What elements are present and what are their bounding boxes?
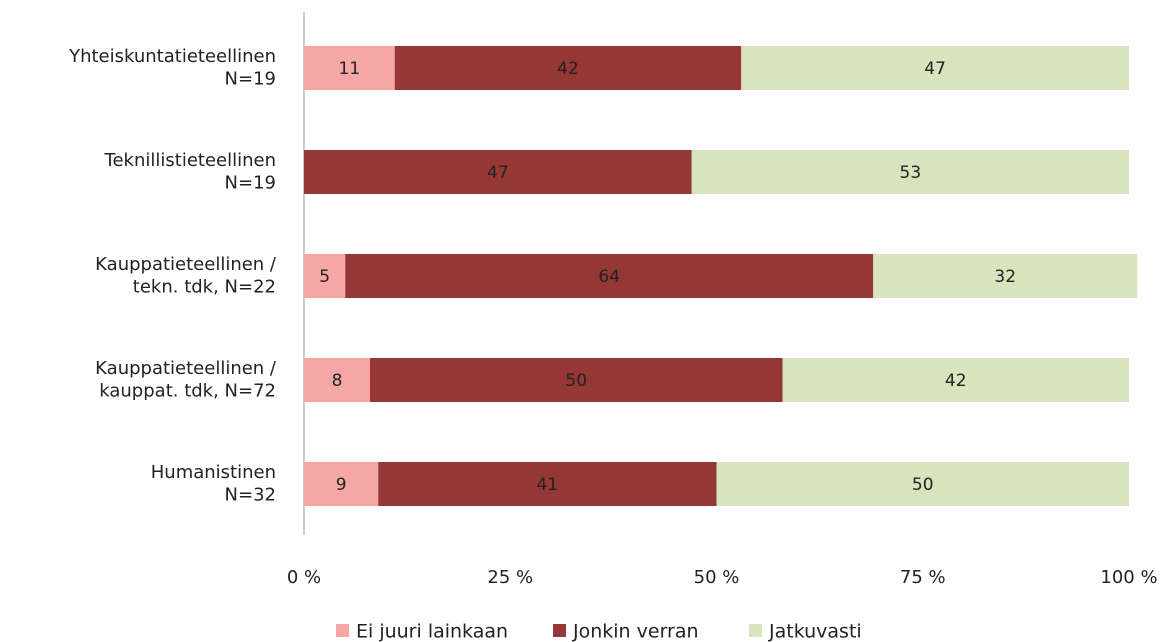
category-label-line: Teknillistieteellinen bbox=[104, 150, 276, 171]
bar-segment bbox=[716, 462, 1129, 506]
bar-segment bbox=[370, 358, 783, 402]
bar-segment bbox=[394, 46, 742, 90]
value-label: 50 bbox=[565, 371, 587, 391]
x-tick-label: 100 % bbox=[1100, 567, 1157, 588]
category-label-line: Kauppatieteellinen / bbox=[95, 358, 277, 379]
bar-segment bbox=[782, 358, 1129, 402]
value-label: 47 bbox=[487, 163, 509, 183]
category-label: Humanistinen N=32 bbox=[151, 462, 276, 506]
value-label: 47 bbox=[924, 59, 946, 79]
legend-label: Jonkin verran bbox=[572, 621, 699, 642]
legend-label: Ei juuri lainkaan bbox=[356, 621, 508, 642]
bar-segment bbox=[304, 358, 370, 402]
category-label-line: N=32 bbox=[225, 485, 276, 506]
category-label-line: tekn. tdk, N=22 bbox=[133, 277, 276, 298]
bar-segment bbox=[873, 254, 1138, 298]
bar-segment bbox=[304, 462, 379, 506]
value-label: 41 bbox=[537, 475, 559, 495]
value-label: 64 bbox=[598, 267, 620, 287]
category-label-line: N=19 bbox=[225, 69, 276, 90]
bar-segment bbox=[691, 150, 1129, 194]
value-label: 9 bbox=[336, 475, 347, 495]
value-label: 8 bbox=[332, 371, 343, 391]
legend-label: Jatkuvasti bbox=[768, 621, 862, 642]
x-tick-label: 0 % bbox=[287, 567, 321, 588]
value-label: 5 bbox=[319, 267, 330, 287]
legend-swatch bbox=[553, 624, 566, 637]
category-label-line: Yhteiskuntatieteellinen bbox=[68, 46, 276, 67]
category-label: Teknillistieteellinen N=19 bbox=[104, 150, 276, 194]
value-label: 42 bbox=[945, 371, 967, 391]
bar-segment bbox=[741, 46, 1129, 90]
bar-segment bbox=[304, 46, 395, 90]
value-label: 42 bbox=[557, 59, 579, 79]
bar-segment bbox=[378, 462, 717, 506]
legend-swatch bbox=[336, 624, 349, 637]
value-label: 32 bbox=[994, 267, 1016, 287]
x-tick-label: 75 % bbox=[900, 567, 946, 588]
legend-swatch bbox=[749, 624, 762, 637]
category-label: Yhteiskuntatieteellinen N=19 bbox=[68, 46, 276, 89]
bar-segment bbox=[304, 254, 346, 298]
category-label: Kauppatieteellinen / kauppat. tdk, N=72 bbox=[95, 358, 277, 402]
category-label-line: Kauppatieteellinen / bbox=[95, 254, 277, 275]
value-label: 11 bbox=[339, 59, 361, 79]
category-label: Kauppatieteellinen / tekn. tdk, N=22 bbox=[95, 254, 277, 298]
x-tick-label: 25 % bbox=[487, 567, 533, 588]
category-label-line: Humanistinen bbox=[151, 462, 276, 483]
value-label: 50 bbox=[912, 475, 934, 495]
bar-segment bbox=[304, 150, 692, 194]
x-tick-label: 50 % bbox=[694, 567, 740, 588]
value-label: 53 bbox=[900, 163, 922, 183]
bar-segment bbox=[345, 254, 874, 298]
category-label-line: kauppat. tdk, N=72 bbox=[99, 381, 276, 402]
category-label-line: N=19 bbox=[225, 173, 276, 194]
